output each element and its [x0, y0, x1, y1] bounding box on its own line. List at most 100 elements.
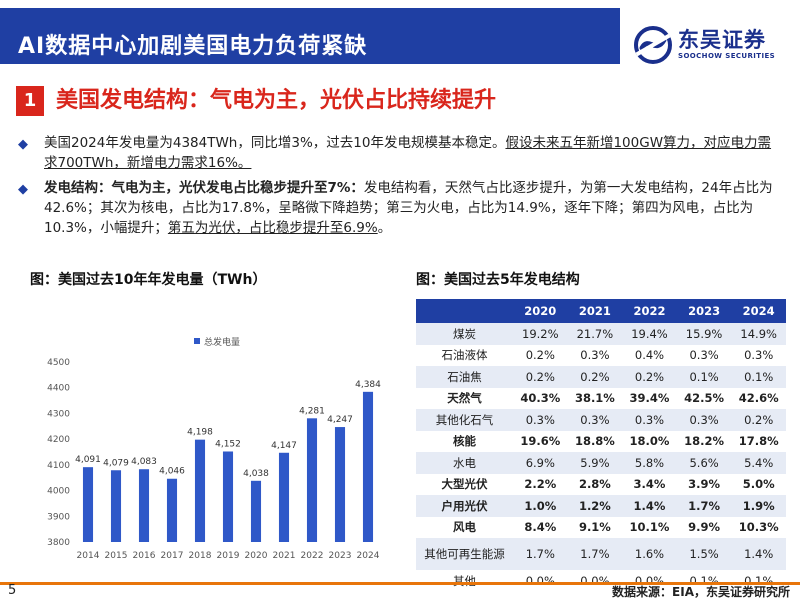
table-value-cell: 0.3% — [676, 409, 732, 431]
data-source-note: 数据来源：EIA，东吴证券研究所 — [612, 585, 790, 599]
table-value-cell: 0.3% — [744, 348, 774, 363]
table-value-cell: 0.2% — [513, 366, 568, 388]
table-value-cell: 18.0% — [629, 434, 670, 449]
section-title: 美国发电结构：气电为主，光伏占比持续提升 — [56, 88, 497, 113]
table-value-cell: 1.7% — [567, 538, 623, 570]
bullet-plain-text: 美国2024年发电量为4384TWh，同比增3%，过去10年发电规模基本稳定。 — [44, 135, 506, 151]
data-label: 4,083 — [131, 457, 157, 467]
table-value-cell: 38.1% — [574, 391, 615, 406]
x-tick-label: 2022 — [301, 551, 324, 561]
table-value-cell: 9.1% — [578, 520, 611, 535]
table-value-cell: 2.2% — [524, 477, 557, 492]
table-value-cell: 5.9% — [567, 452, 623, 474]
table-row: 户用光伏 1.0% 1.2% 1.4% 1.7% 1.9% — [416, 495, 786, 517]
table-value-cell: 0.1% — [676, 366, 732, 388]
bar — [278, 452, 290, 542]
table-category-cell: 石油焦 — [416, 366, 513, 388]
table-row: 石油焦 0.2% 0.2% 0.2% 0.1% 0.1% — [416, 366, 786, 388]
table-value-cell: 5.6% — [676, 452, 732, 474]
table-value-cell: 0.2% — [731, 409, 786, 431]
table-row: 水电 6.9% 5.9% 5.8% 5.6% 5.4% — [416, 452, 786, 474]
generation-mix-table-wrap: 2020 2021 2022 2023 2024 煤炭 19.2% 21.7% 19.… — [416, 299, 786, 592]
logo-text-en: SOOCHOW SECURITIES — [678, 52, 776, 60]
table-value-cell: 19.4% — [622, 323, 677, 345]
table-value-cell: 15.9% — [676, 323, 732, 345]
table-row: 大型光伏 2.2% 2.8% 3.4% 3.9% 5.0% — [416, 474, 786, 496]
data-label: 4,384 — [355, 380, 381, 390]
table-value-cell: 0.3% — [513, 409, 568, 431]
x-tick-label: 2020 — [245, 551, 268, 561]
table-value-cell: 1.0% — [513, 495, 568, 517]
table-value-cell: 42.6% — [738, 391, 779, 406]
table-value-cell: 3.9% — [688, 477, 721, 492]
table-value-cell: 0.3% — [580, 348, 610, 363]
table-value-cell: 18.8% — [574, 434, 615, 449]
table-value-cell: 2.8% — [578, 477, 611, 492]
bar — [194, 439, 206, 542]
bar — [82, 467, 94, 542]
table-value-cell: 18.2% — [684, 434, 725, 449]
bullet-underlined-text: 假设未来五年新增100GW算力，对应电力需求700TWh，新增电力需求16%。 — [44, 135, 772, 171]
table-value-cell: 1.2% — [567, 495, 623, 517]
table-row: 天然气 40.3% 38.1% 39.4% 42.5% 42.6% — [416, 388, 786, 410]
table-value-cell: 0.0% — [525, 573, 555, 588]
table-value-cell: 8.4% — [524, 520, 557, 535]
y-tick-label: 4100 — [47, 461, 70, 471]
bullet-text: 美国2024年发电量为4384TWh，同比增3%，过去10年发电规模基本稳定。假… — [44, 133, 778, 173]
table-value-cell: 9.9% — [688, 520, 721, 535]
table-category-cell: 大型光伏 — [441, 477, 488, 492]
x-tick-label: 2024 — [357, 551, 380, 561]
table-value-cell: 5.0% — [742, 477, 775, 492]
data-label: 4,046 — [159, 467, 185, 477]
x-tick-label: 2014 — [77, 551, 100, 561]
x-tick-label: 2015 — [105, 551, 128, 561]
bar — [362, 391, 374, 542]
table-value-cell: 17.8% — [738, 434, 779, 449]
data-label: 4,038 — [243, 469, 269, 479]
table-category-cell: 其他可再生能源 — [416, 538, 513, 570]
table-value-cell: 42.5% — [684, 391, 725, 406]
bullet-bold-text: 发电结构：气电为主，光伏发电占比稳步提升至7%： — [44, 180, 364, 196]
data-label: 4,152 — [215, 439, 241, 449]
table-value-cell: 0.2% — [525, 348, 555, 363]
x-tick-label: 2021 — [273, 551, 296, 561]
table-category-cell: 煤炭 — [416, 323, 513, 345]
table-value-cell: 1.5% — [676, 538, 732, 570]
y-tick-label: 3900 — [47, 512, 70, 522]
y-tick-label: 4000 — [47, 487, 70, 497]
bullet-end-text: 。 — [377, 220, 392, 236]
bar — [334, 427, 346, 542]
table-value-cell: 0.3% — [567, 409, 623, 431]
annual-generation-bar-chart: 总发电量 3800 3900 4000 4100 4200 4300 4400 4500 4,09… — [47, 336, 381, 561]
bar — [222, 451, 234, 542]
legend-label: 总发电量 — [204, 336, 240, 348]
logo-text-cn: 东吴证券 — [678, 27, 766, 52]
x-tick-label: 2016 — [133, 551, 156, 561]
generation-mix-table: 2020 2021 2022 2023 2024 煤炭 19.2% 21.7% 19.… — [416, 299, 786, 592]
page-title: AI数据中心加剧美国电力负荷紧缺 — [18, 34, 368, 59]
y-tick-label: 4500 — [47, 358, 70, 368]
x-tick-label: 2019 — [217, 551, 240, 561]
table-value-cell: 0.2% — [567, 366, 623, 388]
table-category-cell: 风电 — [453, 520, 476, 535]
data-label: 4,147 — [271, 441, 297, 451]
table-value-cell: 0.1% — [731, 366, 786, 388]
table-value-cell: 1.9% — [731, 495, 786, 517]
table-value-cell: 1.4% — [731, 538, 786, 570]
table-row: 风电 8.4% 9.1% 10.1% 9.9% 10.3% — [416, 517, 786, 539]
table-value-cell: 19.6% — [520, 434, 561, 449]
bullet-plain-text: 发电结构看，天然气占比逐步提升，为第一大发电结构，24年占比为42.6%；其次为… — [44, 180, 773, 236]
table-header-cell: 2021 — [567, 299, 623, 323]
table-header-cell: 2022 — [622, 299, 677, 323]
table-value-cell: 0.4% — [634, 348, 665, 363]
table-category-cell: 户用光伏 — [416, 495, 513, 517]
table-category-cell: 水电 — [416, 452, 513, 474]
data-label: 4,198 — [187, 428, 213, 438]
section-number: 1 — [16, 86, 44, 116]
x-tick-label: 2023 — [329, 551, 352, 561]
bar — [306, 418, 318, 542]
table-row: 其他可再生能源 1.7% 1.7% 1.6% 1.5% 1.4% — [416, 538, 786, 570]
bar — [166, 478, 178, 542]
table-header-row: 2020 2021 2022 2023 2024 — [416, 299, 786, 323]
table-value-cell: 14.9% — [731, 323, 786, 345]
